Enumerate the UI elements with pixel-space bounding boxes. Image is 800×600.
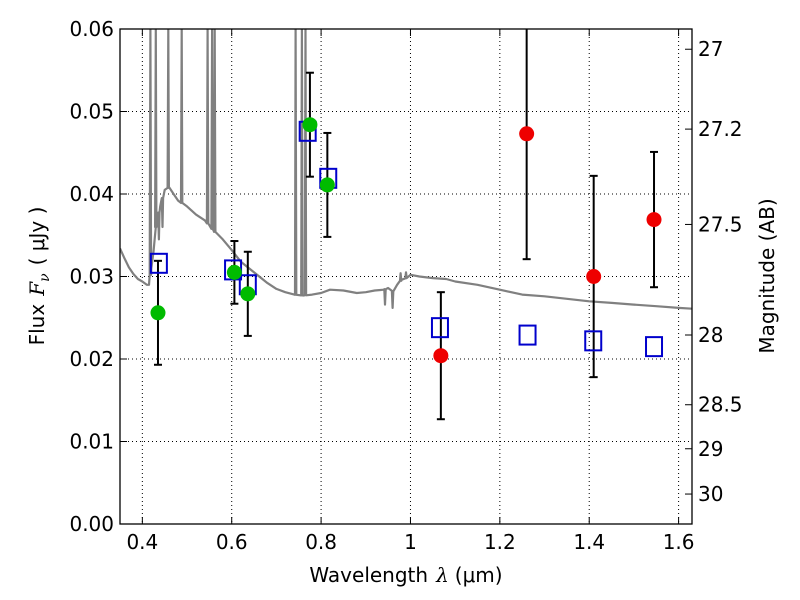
x-tick-label: 1	[404, 530, 417, 554]
mag-tick-label: 28	[698, 323, 723, 347]
y-axis-label: FluxFν( μJy )	[25, 207, 53, 346]
model-spectrum	[120, 29, 692, 310]
green-point	[240, 286, 256, 302]
x-tick-label: 1.4	[573, 530, 605, 554]
error-bars	[153, 29, 659, 421]
mag-tick-label: 30	[698, 482, 723, 506]
y-tick-label: 0.06	[69, 17, 114, 41]
y-tick-label: 0.04	[69, 182, 114, 206]
model-band-square	[584, 330, 603, 352]
x-tick-label: 1.2	[484, 530, 516, 554]
mag-tick-label: 27.5	[698, 212, 743, 236]
mag-tick-label: 28.5	[698, 393, 743, 417]
red-point	[586, 269, 602, 284]
x-axis-label: Wavelength λ (μm)	[309, 563, 502, 587]
y-tick-label: 0.01	[69, 430, 114, 454]
model-band-squares	[149, 120, 664, 358]
photometry-points	[150, 117, 662, 364]
y-tick-label: 0.02	[69, 347, 114, 371]
green-point	[302, 117, 318, 133]
model-band-square	[645, 336, 664, 358]
x-tick-label: 0.4	[126, 530, 158, 554]
green-point	[226, 264, 242, 280]
ticks: 0.4 0.6 0.8 1 1.2 1.4 1.6 0.00 0.01 0.02 0.03 0.04 0…	[69, 17, 742, 554]
green-point	[150, 305, 166, 321]
mag-tick-label: 27.2	[698, 117, 743, 141]
model-band-square	[518, 324, 537, 346]
y-tick-label: 0.03	[69, 265, 114, 289]
y2-axis-label: Magnitude (AB)	[755, 198, 779, 353]
red-point	[433, 348, 449, 364]
x-tick-label: 0.6	[216, 530, 248, 554]
x-tick-label: 0.8	[305, 530, 337, 554]
x-tick-label: 1.6	[663, 530, 695, 554]
mag-tick-label: 29	[698, 437, 723, 461]
y-tick-label: 0.05	[69, 100, 114, 124]
y-tick-label: 0.00	[69, 512, 114, 536]
mag-tick-label: 27	[698, 37, 723, 61]
red-point	[646, 212, 662, 228]
model-band-square	[430, 317, 449, 339]
model-spectrum-line	[120, 29, 692, 310]
model-band-square	[149, 252, 168, 274]
red-point	[519, 126, 535, 142]
green-point	[319, 177, 335, 193]
